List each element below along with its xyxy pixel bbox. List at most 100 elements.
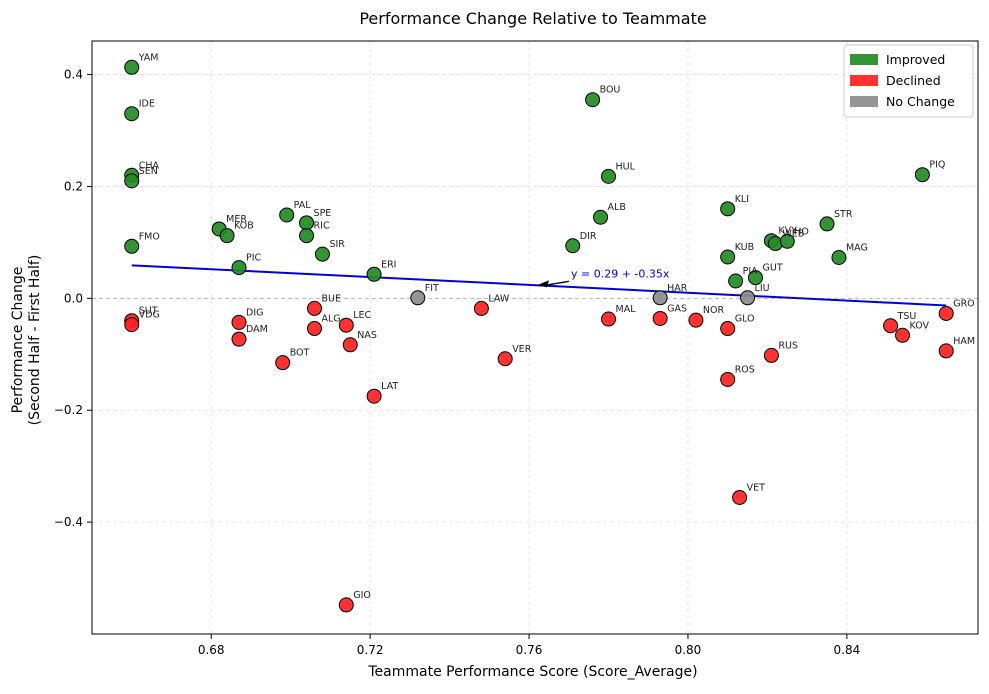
point-label-bou: BOU xyxy=(600,85,621,96)
chart-title: Performance Change Relative to Teammate xyxy=(359,9,706,28)
data-point-lat xyxy=(366,388,382,404)
data-point-eri xyxy=(366,266,382,282)
trendline-group: y = 0.29 + -0.35x xyxy=(131,264,947,307)
data-point-rus xyxy=(763,347,779,363)
data-point-dig xyxy=(231,314,247,330)
point-label-nas: NAS xyxy=(357,330,377,341)
point-label-hul: HUL xyxy=(616,161,636,172)
y-tick-label: −0.4 xyxy=(54,515,83,529)
point-label-mal: MAL xyxy=(616,304,637,315)
data-point-gut xyxy=(748,270,764,286)
point-label-kob: KOB xyxy=(234,221,254,232)
point-label-piq: PIQ xyxy=(929,160,945,171)
x-tick-label: 0.72 xyxy=(357,643,384,657)
data-point-fit xyxy=(410,290,426,306)
point-label-sut: SUT xyxy=(139,306,158,317)
point-label-mer: MER xyxy=(226,214,247,225)
data-point-vet xyxy=(732,489,748,505)
y-tick-label: 0.2 xyxy=(64,179,83,193)
y-tick-label: 0.0 xyxy=(64,291,83,305)
data-point-bot xyxy=(275,355,291,371)
data-point-bou xyxy=(585,92,601,108)
point-label-pic: PIC xyxy=(246,253,262,264)
point-label-dir: DIR xyxy=(580,231,597,242)
x-tick-label: 0.84 xyxy=(834,643,861,657)
grid-lines xyxy=(92,41,978,634)
point-label-nor: NOR xyxy=(703,305,725,316)
x-axis-label: Teammate Performance Score (Score_Averag… xyxy=(367,664,697,680)
x-tick-label: 0.68 xyxy=(198,643,225,657)
point-label-ver: VER xyxy=(512,344,532,355)
point-label-web: WEB xyxy=(782,229,804,240)
point-label-ide: IDE xyxy=(139,99,155,110)
point-label-gro: GRO xyxy=(953,298,974,309)
data-point-gio xyxy=(338,597,354,613)
data-point-kli xyxy=(720,201,736,217)
data-point-nas xyxy=(342,337,358,353)
point-label-kub: KUB xyxy=(735,242,754,253)
point-label-lec: LEC xyxy=(353,310,371,321)
point-label-gut: GUT xyxy=(763,263,783,274)
point-label-pal: PAL xyxy=(294,200,312,211)
annotation-arrow-head xyxy=(536,280,549,288)
point-label-ham: HAM xyxy=(953,336,975,347)
plot-frame xyxy=(91,40,979,635)
point-label-fit: FIT xyxy=(425,283,439,294)
trendline-equation: y = 0.29 + -0.35x xyxy=(571,267,670,280)
data-point-alg xyxy=(306,321,322,337)
point-label-sir: SIR xyxy=(329,239,345,250)
data-point-liu xyxy=(740,290,756,306)
data-point-ric xyxy=(299,228,315,244)
point-label-kov: KOV xyxy=(910,320,930,331)
data-point-gas xyxy=(652,310,668,326)
legend-label-improved: Improved xyxy=(886,52,945,67)
data-point-gro xyxy=(938,305,954,321)
point-label-rus: RUS xyxy=(778,340,798,351)
x-tick-label: 0.80 xyxy=(675,643,702,657)
point-label-gio: GIO xyxy=(353,590,371,601)
data-point-ide xyxy=(124,106,140,122)
data-point-kob xyxy=(219,228,235,244)
point-label-str: STR xyxy=(834,209,853,220)
legend-label-nochange: No Change xyxy=(886,94,955,109)
point-label-sen: SEN xyxy=(139,166,158,177)
point-label-ric: RIC xyxy=(314,221,330,232)
point-label-kvy: KVY xyxy=(778,226,797,237)
y-axis: −0.4 −0.2 0.0 0.2 0.4 xyxy=(54,68,92,529)
point-label-ho: HO xyxy=(794,226,809,237)
data-point-law xyxy=(473,300,489,316)
data-point-sen xyxy=(124,173,140,189)
data-point-dam xyxy=(231,331,247,347)
y-tick-label: −0.2 xyxy=(54,403,83,417)
y-tick-label: 0.4 xyxy=(64,68,83,82)
point-label-vdg: VDG xyxy=(139,310,160,321)
point-label-alb: ALB xyxy=(608,202,626,213)
data-point-pic xyxy=(231,260,247,276)
data-point-piq xyxy=(914,167,930,183)
data-point-bue xyxy=(306,300,322,316)
point-label-dam: DAM xyxy=(246,324,268,335)
legend-swatch-nochange xyxy=(850,96,878,107)
data-point-vdg xyxy=(124,317,140,333)
y-axis-label: Performance Change (Second Half - First … xyxy=(10,255,43,426)
data-point-glo xyxy=(720,321,736,337)
point-label-bot: BOT xyxy=(290,348,310,359)
legend-swatch-improved xyxy=(850,54,878,65)
x-axis: 0.68 0.72 0.76 0.80 0.84 xyxy=(198,634,860,657)
point-label-glo: GLO xyxy=(735,314,755,325)
point-label-bue: BUE xyxy=(321,293,340,304)
data-point-spe xyxy=(299,215,315,231)
point-label-eri: ERI xyxy=(381,259,396,270)
point-label-har: HAR xyxy=(667,283,688,294)
data-point-ho xyxy=(779,233,795,249)
point-label-law: LAW xyxy=(488,293,509,304)
data-point-ver xyxy=(497,351,513,367)
legend-label-declined: Declined xyxy=(886,73,941,88)
legend: Improved Declined No Change xyxy=(843,44,974,118)
data-point-yam xyxy=(124,59,140,75)
legend-swatch-declined xyxy=(850,75,878,86)
point-label-kli: KLI xyxy=(735,194,749,205)
data-point-ros xyxy=(720,371,736,387)
point-label-vet: VET xyxy=(747,482,766,493)
